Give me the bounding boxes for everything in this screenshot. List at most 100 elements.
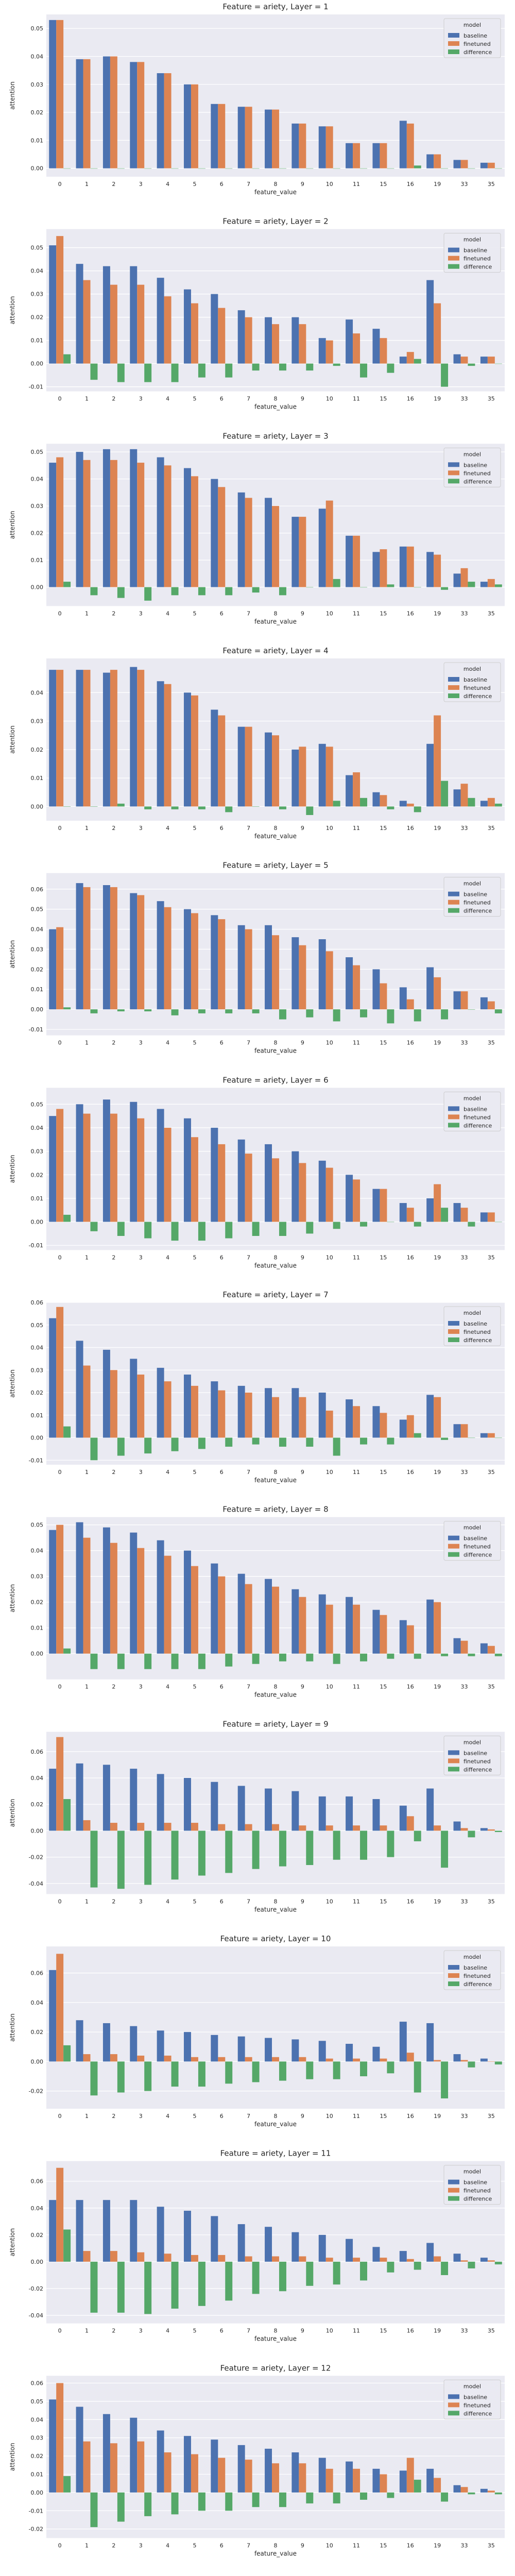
bar-baseline-2 [102,1099,110,1222]
bar-finetuned-19 [434,154,441,168]
bar-difference-2 [117,363,125,382]
x-tick-label: 4 [166,1898,169,1905]
bar-finetuned-35 [487,1829,495,1831]
y-tick-label: 0.04 [31,689,44,696]
bar-finetuned-16 [406,2053,414,2062]
bar-difference-5 [198,1009,205,1013]
bar-difference-15 [387,806,394,809]
x-tick-label: 2 [112,1254,115,1261]
bar-difference-9 [306,2261,314,2286]
x-tick-label: 4 [166,1469,169,1476]
bar-difference-7 [252,2492,260,2507]
bar-baseline-2 [102,56,110,168]
bar-finetuned-0 [56,1954,64,2062]
bar-difference-11 [360,1222,367,1227]
bar-baseline-8 [265,498,272,587]
bar-finetuned-2 [110,2443,117,2493]
plot-area [46,1732,505,1894]
bar-difference-16 [414,359,421,364]
x-tick-label: 16 [407,1469,414,1476]
bar-difference-1 [90,1437,98,1461]
bar-finetuned-15 [380,2258,387,2262]
bar-difference-19 [441,2061,449,2098]
bar-baseline-1 [76,670,83,807]
bar-difference-8 [279,2492,286,2507]
x-axis-label: feature_value [254,2335,297,2343]
bar-baseline-11 [346,319,353,364]
legend-label-finetuned: finetuned [464,1758,491,1765]
bar-baseline-5 [184,2211,191,2262]
x-tick-label: 5 [193,1040,196,1046]
bar-finetuned-7 [245,1393,252,1438]
bar-finetuned-3 [137,62,145,168]
bar-baseline-35 [480,2258,488,2262]
bar-difference-2 [117,1222,125,1236]
bar-baseline-15 [372,2468,380,2493]
bar-difference-1 [90,806,98,807]
bar-finetuned-35 [487,798,495,807]
x-tick-label: 16 [407,1040,414,1046]
x-tick-label: 2 [112,181,115,188]
bar-baseline-5 [184,2032,191,2062]
bar-difference-3 [144,2061,152,2091]
bar-finetuned-10 [325,500,333,587]
x-tick-label: 2 [112,825,115,832]
bar-finetuned-3 [137,1375,145,1438]
x-tick-label: 5 [193,2328,196,2334]
bar-baseline-8 [265,732,272,807]
x-tick-label: 6 [220,1684,224,1690]
legend-title: model [464,2383,481,2389]
bar-finetuned-3 [137,1823,145,1831]
bar-finetuned-0 [56,1524,64,1654]
x-tick-label: 0 [58,181,62,188]
bar-baseline-3 [130,667,138,807]
bar-finetuned-11 [353,535,360,587]
bar-difference-15 [387,2261,394,2273]
x-tick-label: 8 [274,1684,278,1690]
y-tick-label: -0.01 [29,384,43,391]
bar-difference-11 [360,168,367,169]
x-tick-label: 7 [247,2542,250,2549]
bar-difference-7 [252,1222,260,1236]
x-tick-label: 1 [85,1040,89,1046]
bar-difference-11 [360,363,367,378]
x-tick-label: 33 [460,1254,468,1261]
x-tick-label: 35 [488,2542,495,2549]
bar-difference-10 [333,1009,340,1022]
bar-difference-3 [144,806,152,809]
legend-swatch-finetuned [448,685,459,690]
x-tick-label: 35 [488,825,495,832]
bar-baseline-15 [372,2046,380,2062]
x-tick-label: 3 [139,1254,143,1261]
bar-baseline-9 [291,123,299,168]
bar-baseline-6 [211,915,218,1010]
legend-label-difference: difference [464,49,492,56]
bar-baseline-2 [102,449,110,587]
x-axis-label: feature_value [254,403,297,411]
legend-label-finetuned: finetuned [464,685,491,691]
bar-baseline-10 [318,338,326,364]
bar-finetuned-6 [218,2255,226,2262]
bar-difference-9 [306,1009,314,1018]
bar-finetuned-15 [380,2474,387,2493]
bar-baseline-33 [453,2485,461,2493]
bar-baseline-7 [237,2224,245,2262]
legend-label-finetuned: finetuned [464,2188,491,2194]
y-tick-label: 0.00 [31,2058,44,2065]
bar-baseline-11 [346,1796,353,1831]
bar-finetuned-5 [191,2057,198,2062]
bar-finetuned-7 [245,317,252,364]
y-tick-label: 0.01 [31,1412,44,1419]
bar-difference-19 [441,1009,449,1020]
bar-difference-8 [279,363,286,371]
bar-baseline-35 [480,1212,488,1222]
legend-label-finetuned: finetuned [464,2402,491,2409]
x-tick-label: 7 [247,1684,250,1690]
bar-finetuned-35 [487,2061,495,2062]
bar-finetuned-7 [245,929,252,1010]
y-tick-label: 0.04 [31,1548,44,1554]
x-tick-label: 0 [58,2328,62,2334]
bar-baseline-11 [346,957,353,1010]
bar-finetuned-5 [191,1385,198,1438]
y-tick-label: 0.04 [31,53,44,60]
